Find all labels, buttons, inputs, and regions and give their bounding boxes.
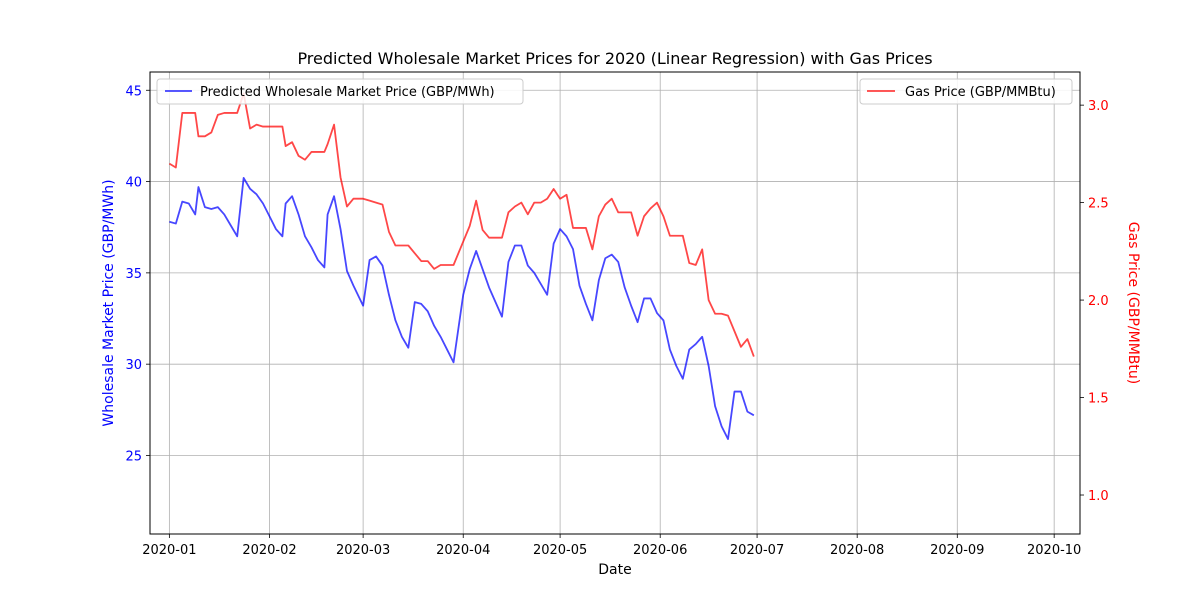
x-tick-label: 2020-10	[1027, 543, 1081, 558]
x-tick-label: 2020-01	[142, 543, 196, 558]
x-axis-label: Date	[598, 562, 631, 578]
plot-frame	[149, 71, 1081, 535]
y-left-tick-label: 35	[125, 267, 142, 282]
wholesale-price-line	[169, 177, 755, 440]
y-right-tick-label: 2.5	[1088, 197, 1109, 212]
y-right-tick-label: 1.5	[1088, 392, 1109, 407]
x-tick-label: 2020-03	[336, 543, 390, 558]
x-tick-label: 2020-09	[930, 543, 984, 558]
grid	[150, 72, 1080, 534]
y-right-tick-label: 1.0	[1088, 489, 1109, 504]
x-tick-label: 2020-06	[633, 543, 687, 558]
y-left-tick-label: 25	[125, 449, 142, 464]
y-left-tick-label: 30	[125, 358, 142, 373]
x-tick-label: 2020-08	[830, 543, 884, 558]
y-axis-right: 1.0 1.5 2.0 2.5 3.0	[1080, 99, 1109, 504]
legend-right-label: Gas Price (GBP/MMBtu)	[905, 85, 1056, 100]
x-tick-label: 2020-04	[436, 543, 490, 558]
gas-price-line	[168, 92, 755, 357]
y-axis-left-label: Wholesale Market Price (GBP/MWh)	[101, 179, 117, 426]
y-axis-left: 25 30 35 40 45	[125, 84, 150, 464]
x-tick-label: 2020-02	[242, 543, 296, 558]
y-right-tick-label: 2.0	[1088, 294, 1109, 309]
y-left-tick-label: 45	[125, 84, 142, 99]
x-tick-label: 2020-05	[533, 543, 587, 558]
y-right-tick-label: 3.0	[1088, 99, 1109, 114]
x-axis: 2020-01 2020-02 2020-03 2020-04 2020-05 2020-…	[142, 534, 1081, 558]
legend-right: Gas Price (GBP/MMBtu)	[859, 78, 1073, 105]
chart-title: Predicted Wholesale Market Prices for 20…	[297, 49, 932, 68]
y-left-tick-label: 40	[125, 176, 142, 191]
series-lines	[168, 92, 755, 440]
y-axis-right-label: Gas Price (GBP/MMBtu)	[1125, 222, 1141, 384]
legend-left-label: Predicted Wholesale Market Price (GBP/MW…	[200, 85, 495, 100]
legend-left: Predicted Wholesale Market Price (GBP/MW…	[156, 78, 524, 105]
x-tick-label: 2020-07	[730, 543, 784, 558]
